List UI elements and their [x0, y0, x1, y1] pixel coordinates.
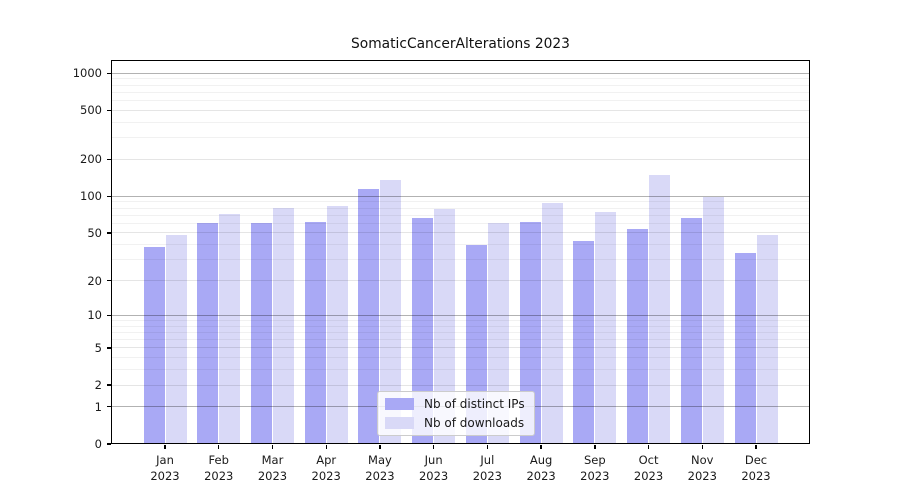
y-tick-label: 1	[94, 399, 102, 414]
gridline-major	[112, 158, 809, 160]
x-tick-label: Jun 2023	[418, 453, 449, 483]
y-tick-label: 1000	[72, 66, 102, 81]
bar-downloads	[487, 222, 509, 444]
bar-distinct-ips	[734, 253, 756, 444]
x-tick	[164, 445, 166, 449]
bar-downloads	[649, 175, 671, 444]
y-tick	[106, 314, 111, 316]
chart-title: SomaticCancerAlterations 2023	[351, 36, 570, 52]
y-tick-label: 0	[94, 437, 102, 451]
bar-downloads	[756, 235, 778, 444]
y-tick	[106, 72, 111, 74]
x-tick	[325, 445, 327, 449]
x-tick-label: Aug 2023	[526, 453, 556, 483]
x-tick-label: Apr 2023	[311, 453, 341, 483]
x-tick-label: Mar 2023	[257, 453, 288, 483]
bar-distinct-ips	[412, 218, 434, 444]
legend-swatch-downloads	[385, 417, 414, 429]
x-tick-label: Nov 2023	[687, 453, 717, 483]
y-tick-label: 5	[94, 340, 102, 355]
gridline-minor	[112, 78, 809, 80]
gridline-minor	[112, 121, 809, 123]
gridline-minor	[112, 91, 809, 93]
bar-distinct-ips	[627, 228, 649, 444]
x-tick	[647, 445, 650, 449]
y-tick	[106, 195, 111, 198]
gridline-major	[112, 72, 809, 74]
x-tick	[486, 445, 489, 449]
legend-item-distinct-ips: Nb of distinct IPs	[385, 397, 525, 411]
bar-distinct-ips	[143, 247, 165, 444]
x-tick-label: May 2023	[365, 453, 395, 483]
y-tick-label: 100	[80, 189, 102, 204]
x-tick	[379, 445, 381, 449]
x-tick	[218, 445, 220, 449]
x-tick	[755, 445, 757, 449]
bar-distinct-ips	[304, 221, 326, 444]
legend-label-distinct-ips: Nb of distinct IPs	[424, 397, 525, 411]
gridline-major	[112, 109, 809, 111]
bar-downloads	[272, 207, 294, 444]
y-tick-label: 10	[87, 308, 102, 323]
y-tick-label: 2	[94, 378, 102, 393]
y-tick	[106, 280, 111, 282]
bar-distinct-ips	[680, 218, 702, 444]
legend-swatch-distinct-ips	[385, 398, 414, 410]
x-tick-label: Feb 2023	[204, 453, 234, 483]
bar-downloads	[702, 197, 724, 444]
bar-downloads	[541, 203, 563, 444]
y-tick-label: 200	[80, 152, 102, 167]
legend-item-downloads: Nb of downloads	[385, 416, 525, 430]
bar-distinct-ips	[573, 240, 595, 444]
x-tick-label: Dec 2023	[741, 453, 771, 483]
y-tick	[106, 109, 111, 112]
x-tick	[271, 445, 274, 449]
x-tick-label: Sep 2023	[580, 453, 610, 483]
x-tick-label: Oct 2023	[633, 453, 664, 483]
x-tick	[594, 445, 596, 449]
bar-distinct-ips	[519, 221, 541, 444]
x-tick	[701, 445, 703, 449]
y-tick	[106, 406, 111, 408]
x-tick	[433, 445, 435, 449]
y-tick	[106, 443, 111, 445]
y-tick-label: 20	[87, 273, 102, 288]
bar-distinct-ips	[250, 222, 272, 444]
gridline-minor	[112, 100, 809, 102]
gridline-minor	[112, 137, 809, 139]
x-tick-label: Jan 2023	[150, 453, 180, 483]
legend: Nb of distinct IPs Nb of downloads	[377, 391, 535, 436]
bar-downloads	[595, 211, 617, 444]
bar-downloads	[434, 208, 456, 444]
y-tick	[106, 158, 111, 161]
bar-downloads	[326, 205, 348, 444]
bar-downloads	[219, 213, 241, 444]
y-tick-label: 50	[87, 225, 102, 240]
y-tick-label: 500	[80, 103, 102, 118]
bar-downloads	[165, 235, 187, 444]
y-tick	[106, 347, 111, 349]
bar-distinct-ips	[358, 188, 380, 444]
legend-label-downloads: Nb of downloads	[424, 416, 525, 430]
bar-distinct-ips	[197, 223, 219, 444]
gridline-minor	[112, 84, 809, 86]
x-tick	[540, 445, 542, 449]
bar-downloads	[380, 180, 402, 444]
y-tick	[106, 384, 111, 386]
x-tick-label: Jul 2023	[472, 453, 502, 483]
y-tick	[106, 232, 111, 234]
